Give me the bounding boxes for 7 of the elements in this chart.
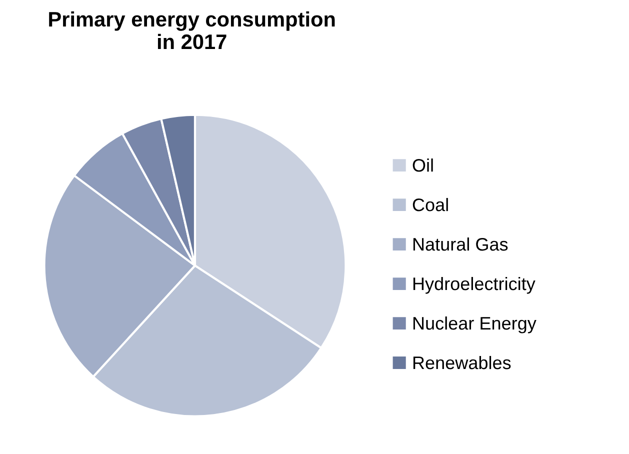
legend-label: Oil xyxy=(412,158,433,172)
legend-label: Nuclear Energy xyxy=(413,316,536,334)
legend-label: Coal xyxy=(412,198,448,212)
legend-label: Renewables xyxy=(413,356,511,370)
legend-label: Hydroelectricity xyxy=(413,276,536,294)
legend-label: Natural Gas xyxy=(413,237,508,251)
chart-title: Primary energy consumption in 2017 xyxy=(49,11,335,50)
